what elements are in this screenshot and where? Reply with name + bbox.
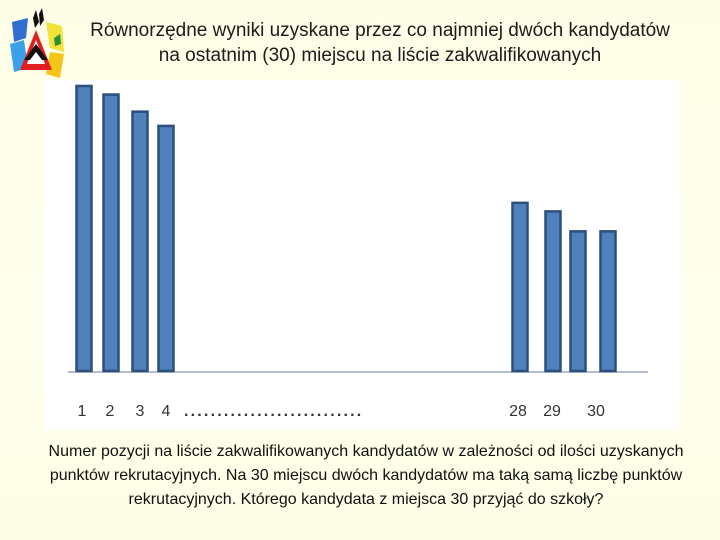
bar-position-3-2 <box>131 110 149 373</box>
bar-chart: 1 2 3 4 28 29 30........................... <box>68 84 648 420</box>
bar-position-30-6 <box>569 230 587 373</box>
tick-label-30: 30 <box>587 403 605 420</box>
bar-position-2-1 <box>102 93 120 373</box>
title-line-2: na ostatnim (30) miejscu na liście zakwa… <box>158 45 602 66</box>
chart-area: 1 2 3 4 28 29 30........................... <box>44 80 680 430</box>
bar-position-29-5 <box>544 210 562 373</box>
bar-position-4-3 <box>157 124 175 373</box>
tick-label-29: 29 <box>543 403 561 420</box>
tick-label-3: 3 <box>136 403 145 420</box>
school-logo-icon <box>10 8 64 78</box>
chart-caption: Numer pozycji na liście zakwalifikowanyc… <box>48 443 684 508</box>
bar-position-28-4 <box>511 201 529 373</box>
tick-label-2: 2 <box>106 403 115 420</box>
bar-position-30-7 <box>599 230 617 373</box>
tick-label-28: 28 <box>509 403 527 420</box>
tick-label-4: 4 <box>162 403 171 420</box>
bar-position-1-0 <box>75 84 93 373</box>
tick-label-1: 1 <box>78 403 87 420</box>
slide-title: Równorzędne wyniki uzyskane przez co naj… <box>40 18 720 68</box>
title-line-1: Równorzędne wyniki uzyskane przez co naj… <box>90 20 670 41</box>
tick-ellipsis: ........................... <box>184 403 363 420</box>
